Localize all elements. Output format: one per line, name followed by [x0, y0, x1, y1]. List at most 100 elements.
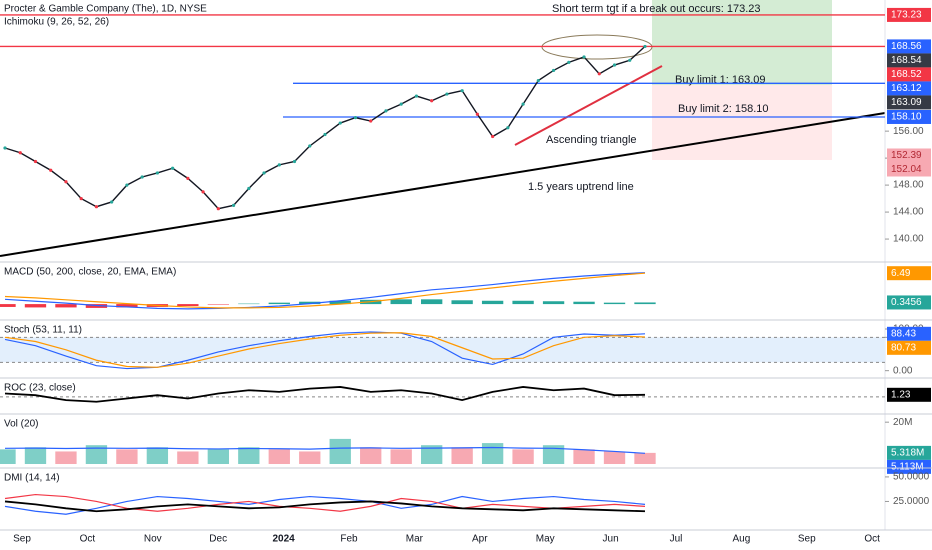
- bar: [24, 447, 47, 464]
- panel-title: DMI (14, 14): [4, 473, 60, 484]
- price-point: [597, 72, 601, 76]
- bar: [146, 447, 169, 464]
- price-point: [612, 63, 617, 67]
- price-point: [3, 146, 7, 150]
- price-tag-label: 0.3456: [891, 297, 922, 308]
- bar: [451, 447, 473, 464]
- price-point: [125, 183, 129, 187]
- uptrend-line: [0, 112, 886, 257]
- bar: [299, 301, 321, 305]
- indicator-title: Ichimoku (9, 26, 52, 26): [4, 17, 109, 28]
- bar: [268, 449, 290, 464]
- price-point: [628, 58, 632, 62]
- price-tag-label: 168.52: [891, 69, 922, 80]
- price-point: [201, 190, 205, 194]
- price-tag-label: 168.56: [891, 41, 922, 52]
- price-point: [582, 55, 586, 59]
- price-point: [308, 144, 312, 148]
- price-tag-label: 5.113M: [891, 462, 924, 473]
- bar: [634, 302, 656, 305]
- indicator-line: [4, 272, 646, 310]
- x-tick-label: Sep: [13, 534, 31, 545]
- price-point: [643, 44, 647, 49]
- indicator-line: [4, 446, 646, 454]
- price-point: [33, 159, 38, 164]
- price-tag: [887, 67, 931, 82]
- price-point: [323, 132, 327, 137]
- price-point: [155, 171, 159, 175]
- price-tag-label: 158.10: [891, 112, 922, 123]
- price-point: [140, 175, 144, 179]
- bar: [512, 449, 534, 464]
- price-tag: [887, 109, 931, 124]
- x-tick-label: Jun: [603, 534, 619, 545]
- x-tick-label: Oct: [80, 534, 96, 545]
- price-tag: [887, 340, 931, 355]
- bar: [481, 443, 504, 464]
- bar: [481, 300, 504, 305]
- bar: [421, 299, 443, 305]
- price-point: [445, 92, 449, 96]
- price-point: [216, 207, 220, 211]
- bar: [329, 438, 351, 464]
- y-tick-label: 0.00: [893, 365, 913, 376]
- price-point: [460, 89, 464, 93]
- panel-title: Stoch (53, 11, 11): [4, 325, 82, 336]
- bar: [542, 445, 565, 464]
- price-point: [414, 94, 419, 98]
- chart-title: Procter & Gamble Company (The), 1D, NYSE: [4, 4, 207, 15]
- bar: [512, 300, 534, 305]
- indicator-line: [4, 386, 646, 403]
- bar: [177, 451, 199, 464]
- price-tag: [887, 266, 931, 281]
- price-tag: [887, 53, 931, 68]
- indicator-line: [4, 493, 646, 512]
- price-tag-label: 168.54: [891, 55, 922, 66]
- price-tag: [887, 295, 931, 310]
- price-tag-label: 80.73: [891, 342, 916, 353]
- x-tick-label: Sep: [798, 534, 816, 545]
- bar: [573, 449, 595, 464]
- price-point: [369, 119, 373, 123]
- target-zone: [652, 0, 832, 85]
- bar: [360, 447, 382, 464]
- price-point: [567, 60, 571, 64]
- bar: [85, 445, 108, 464]
- y-tick-label: 20M: [893, 417, 912, 428]
- bar: [238, 447, 260, 464]
- y-tick-label: 156.00: [893, 126, 924, 137]
- price-point: [110, 200, 114, 204]
- x-tick-label: Nov: [144, 534, 162, 545]
- stoch-band: [0, 337, 885, 363]
- bar: [268, 302, 290, 305]
- x-tick-label: Dec: [209, 534, 227, 545]
- price-point: [18, 151, 22, 155]
- price-point: [171, 166, 175, 170]
- price-point: [506, 126, 510, 130]
- price-point: [186, 176, 190, 180]
- bar: [451, 300, 473, 305]
- bar: [177, 304, 199, 306]
- price-point: [491, 134, 495, 139]
- price-tag-label: 5.318M: [891, 448, 924, 459]
- price-point: [430, 99, 434, 103]
- annotation: Buy limit 1: 163.09: [675, 74, 766, 86]
- price-tag-label: 152.04: [891, 164, 922, 175]
- bar: [421, 445, 443, 464]
- bar: [116, 304, 138, 308]
- price-tag: [887, 387, 931, 402]
- annotation: Ascending triangle: [546, 134, 637, 146]
- bar: [603, 451, 626, 464]
- bar: [573, 301, 595, 305]
- x-tick-label: May: [536, 534, 555, 545]
- price-tag: [887, 445, 931, 460]
- x-tick-label: 2024: [272, 534, 295, 545]
- panel-title: MACD (50, 200, close, 20, EMA, EMA): [4, 267, 176, 278]
- indicator-line: [4, 500, 646, 513]
- price-point: [521, 102, 525, 106]
- price-point: [292, 159, 297, 164]
- price-point: [551, 68, 556, 73]
- bar: [55, 304, 77, 308]
- price-point: [399, 102, 403, 106]
